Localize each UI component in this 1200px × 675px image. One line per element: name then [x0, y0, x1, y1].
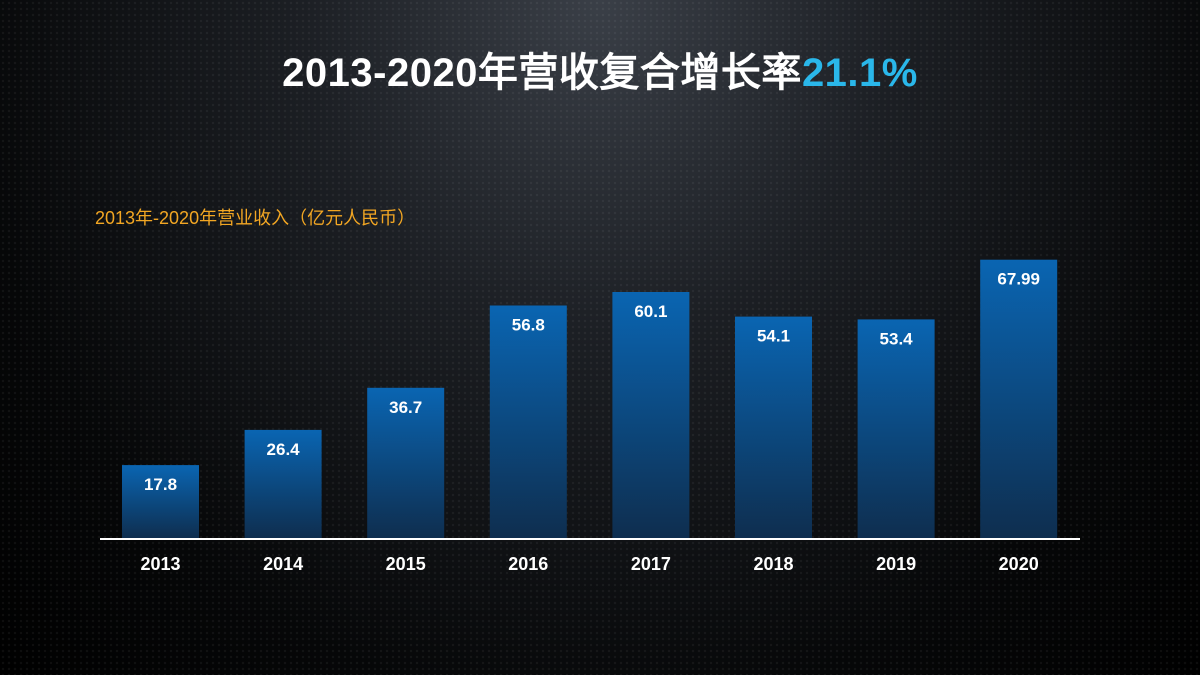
- bar-group: 17.8 26.4 36.7 56.8 60.1 54.1 53.4 67.99: [122, 259, 1058, 538]
- data-label-2018: 54.1: [757, 327, 790, 346]
- x-tick-2013: 2013: [140, 554, 180, 574]
- bar-2013: [122, 465, 199, 538]
- bar-2016: [489, 305, 567, 538]
- x-tick-2020: 2020: [999, 554, 1039, 574]
- bar-2014: [244, 429, 322, 538]
- data-label-2015: 36.7: [389, 398, 422, 417]
- title-highlight: 21.1%: [801, 51, 918, 95]
- page-title: 2013-2020年营收复合增长率21.1%: [0, 40, 1200, 98]
- data-label-2017: 60.1: [634, 302, 667, 321]
- data-label-2016: 56.8: [512, 316, 545, 335]
- x-tick-2015: 2015: [386, 554, 426, 574]
- data-label-2020: 67.99: [997, 270, 1040, 289]
- data-label-2019: 53.4: [880, 329, 914, 348]
- bar-2019: [857, 319, 935, 538]
- bar-2020: [980, 259, 1058, 538]
- chart-subtitle: 2013年-2020年营业收入（亿元人民币）: [95, 208, 416, 228]
- bar-2017: [612, 292, 690, 538]
- bar-2018: [735, 316, 812, 538]
- title-main: 2013-2020年营收复合增长率: [282, 51, 802, 95]
- x-tick-2017: 2017: [631, 554, 671, 574]
- x-tick-2018: 2018: [753, 554, 793, 574]
- x-tick-labels: 2013 2014 2015 2016 2017 2018 2019 2020: [140, 554, 1038, 574]
- x-tick-2014: 2014: [263, 554, 303, 574]
- x-tick-2019: 2019: [876, 554, 916, 574]
- data-label-2014: 26.4: [267, 440, 301, 459]
- bar-2015: [367, 387, 445, 538]
- data-label-2013: 17.8: [144, 475, 177, 494]
- x-tick-2016: 2016: [508, 554, 548, 574]
